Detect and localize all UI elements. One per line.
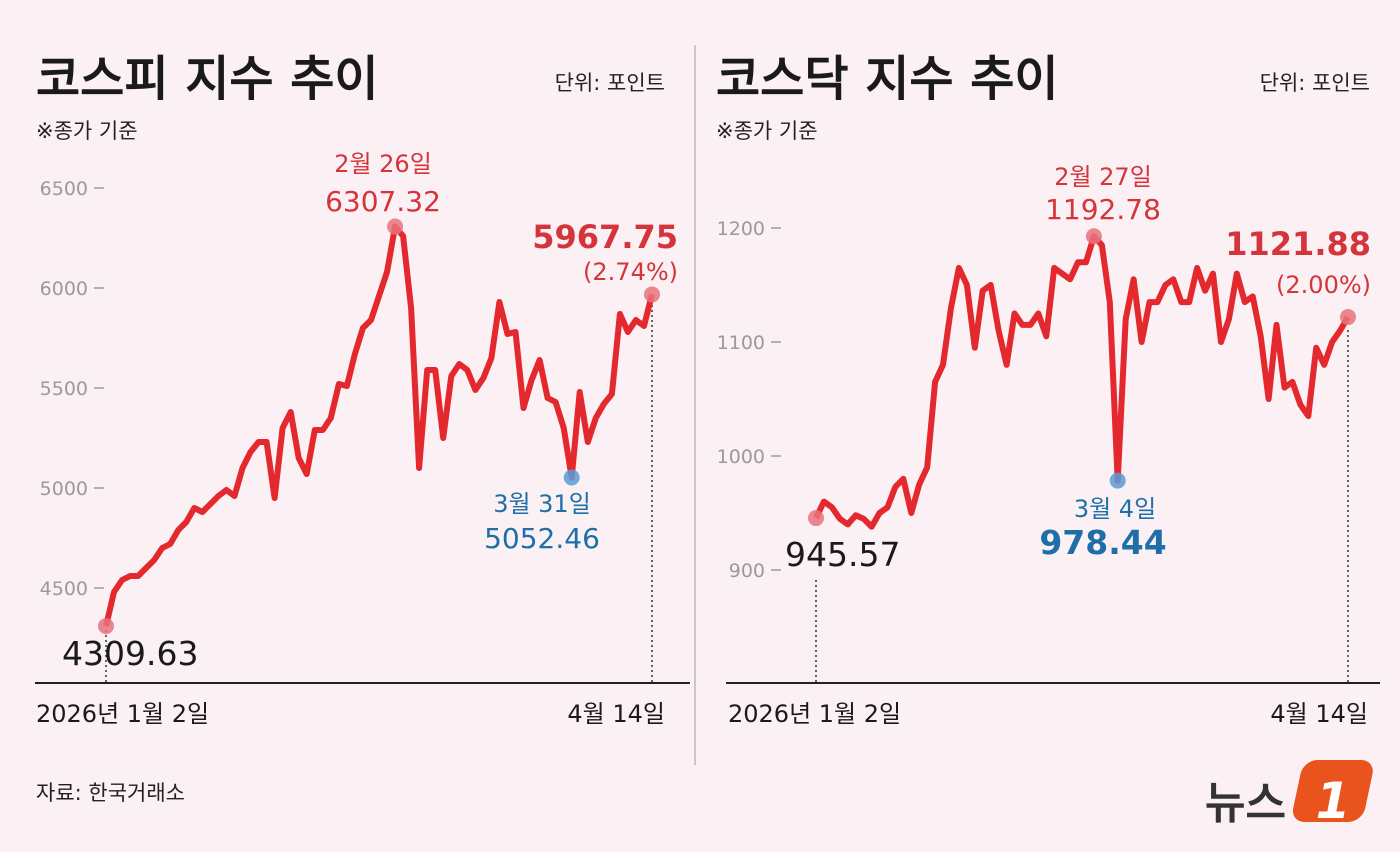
kospi-max-value: 6307.32 bbox=[325, 185, 441, 218]
kospi-x-start-label: 2026년 1월 2일 bbox=[36, 700, 209, 728]
kosdaq-y-ticks: 900 1000 1100 1200 bbox=[717, 218, 781, 582]
source-note: 자료: 한국거래소 bbox=[36, 781, 185, 805]
kospi-panel: 코스피 지수 추이 단위: 포인트 ※종가 기준 4500 5000 5500 600… bbox=[35, 51, 690, 728]
y-tick-label: 4500 bbox=[40, 578, 88, 600]
y-tick-label: 1000 bbox=[717, 446, 765, 468]
kosdaq-end-change: (2.00%) bbox=[1276, 271, 1371, 299]
kospi-unit: 단위: 포인트 bbox=[555, 71, 665, 95]
kospi-title: 코스피 지수 추이 bbox=[36, 51, 379, 107]
start-marker bbox=[98, 618, 114, 635]
y-tick-label: 6500 bbox=[40, 178, 88, 200]
kosdaq-unit: 단위: 포인트 bbox=[1260, 71, 1370, 95]
kospi-series-line bbox=[103, 223, 655, 627]
kospi-start-value: 4309.63 bbox=[62, 634, 198, 673]
y-tick-label: 1200 bbox=[717, 218, 765, 240]
kosdaq-note: ※종가 기준 bbox=[716, 119, 818, 143]
kosdaq-start-value: 945.57 bbox=[785, 535, 900, 574]
kosdaq-min-date: 3월 4일 bbox=[1074, 495, 1156, 523]
kospi-max-date: 2월 26일 bbox=[334, 150, 432, 178]
y-tick-label: 6000 bbox=[40, 278, 88, 300]
end-marker bbox=[1340, 309, 1356, 326]
kospi-min-value: 5052.46 bbox=[484, 522, 600, 555]
kosdaq-max-value: 1192.78 bbox=[1045, 193, 1161, 226]
kosdaq-min-value: 978.44 bbox=[1039, 523, 1166, 562]
kospi-y-ticks: 4500 5000 5500 6000 6500 bbox=[40, 178, 104, 600]
logo-badge bbox=[1292, 760, 1373, 822]
kosdaq-title: 코스닥 지수 추이 bbox=[716, 51, 1059, 107]
kosdaq-x-end-label: 4월 14일 bbox=[1270, 700, 1368, 728]
kosdaq-x-start-label: 2026년 1월 2일 bbox=[728, 700, 901, 728]
min-marker bbox=[563, 469, 580, 486]
kosdaq-markers bbox=[808, 228, 1356, 527]
kosdaq-end-value: 1121.88 bbox=[1225, 225, 1371, 263]
max-marker bbox=[387, 218, 404, 235]
end-marker bbox=[644, 286, 660, 303]
kosdaq-panel: 코스닥 지수 추이 단위: 포인트 ※종가 기준 900 1000 1100 1200… bbox=[716, 51, 1380, 728]
kosdaq-max-date: 2월 27일 bbox=[1054, 163, 1152, 191]
kosdaq-series-line bbox=[813, 233, 1351, 530]
kospi-end-change: (2.74%) bbox=[583, 258, 678, 286]
max-marker bbox=[1085, 228, 1102, 245]
y-tick-label: 5500 bbox=[40, 378, 88, 400]
logo-text: 뉴스 1 bbox=[1205, 772, 1350, 830]
y-tick-label: 1100 bbox=[717, 332, 765, 354]
y-tick-label: 900 bbox=[729, 560, 765, 582]
kospi-note: ※종가 기준 bbox=[36, 119, 138, 143]
start-marker bbox=[808, 510, 824, 527]
y-tick-label: 5000 bbox=[40, 478, 88, 500]
news1-logo: 뉴스 1 bbox=[1205, 760, 1373, 830]
kospi-markers bbox=[98, 218, 660, 635]
kospi-min-date: 3월 31일 bbox=[493, 490, 591, 518]
kospi-end-value: 5967.75 bbox=[532, 218, 678, 256]
kospi-x-end-label: 4월 14일 bbox=[567, 700, 665, 728]
min-marker bbox=[1109, 472, 1126, 489]
